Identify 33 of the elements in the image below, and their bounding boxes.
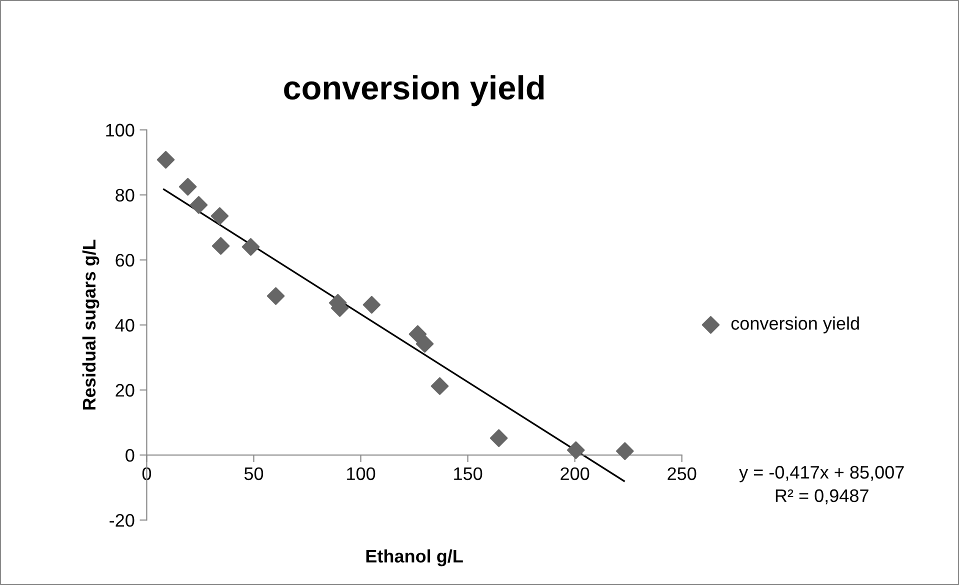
x-tick-label: 200: [560, 467, 590, 480]
chart-title: conversion yield: [284, 75, 544, 106]
point: [212, 237, 230, 255]
point: [156, 150, 175, 169]
y-tick-label: 0: [126, 448, 134, 462]
text: R² = 0,9487: [776, 489, 868, 504]
x-tick-label: 150: [454, 467, 482, 480]
x-tick-label: 100: [347, 467, 376, 480]
y-tick-label: 80: [116, 188, 134, 202]
y-tick-label: 100: [106, 124, 134, 137]
point: [616, 442, 634, 460]
y-tick-label: 40: [115, 318, 134, 332]
point: [362, 296, 381, 314]
point: [490, 429, 508, 448]
point: [190, 196, 208, 214]
y-axis-title: Residual sugars g/L: [82, 240, 100, 410]
point: [178, 178, 197, 196]
x-tick-label: 250: [668, 467, 696, 480]
x-tick-label: 0: [142, 467, 152, 480]
x-tick-label: 50: [244, 467, 264, 480]
legend-label: conversion yield: [731, 316, 859, 334]
point: [408, 325, 427, 343]
text: y = -0,417x + 85,007: [739, 466, 904, 482]
x-axis-title: Ethanol g/L: [366, 549, 463, 566]
point: [266, 287, 285, 305]
point: [430, 377, 449, 396]
point: [242, 238, 260, 256]
y-tick-label: 20: [116, 384, 134, 397]
y-tick-label: -20: [110, 514, 134, 527]
point: [210, 207, 229, 225]
y-tick-label: 60: [116, 254, 134, 267]
point: [416, 334, 434, 353]
point: [566, 441, 585, 460]
